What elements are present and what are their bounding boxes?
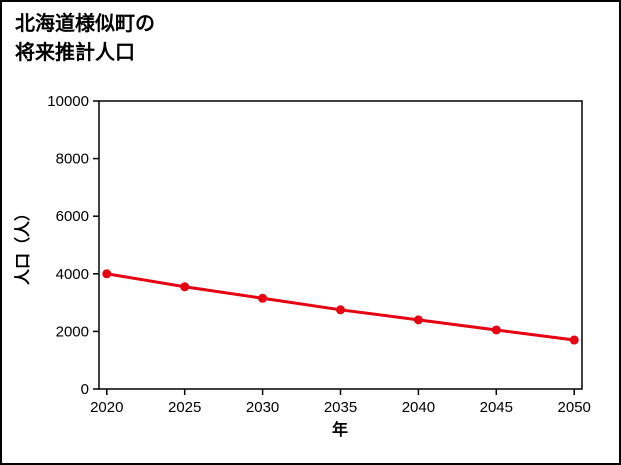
x-tick-label: 2040 [402, 399, 435, 416]
y-tick-label: 2000 [56, 323, 89, 340]
chart-title-line1: 北海道様似町の [15, 13, 155, 35]
y-tick-label: 0 [81, 381, 89, 398]
population-series [102, 269, 579, 345]
data-point [569, 335, 579, 345]
data-point [336, 305, 345, 315]
y-axis-label: 人口（人） [14, 205, 32, 285]
y-tick-label: 10000 [47, 93, 89, 110]
x-tick-label: 2030 [246, 399, 279, 416]
axis-ticks: 0 2000 4000 6000 8000 10000 2020 2025 2030 2035 20… [47, 93, 591, 416]
x-tick-label: 2025 [168, 399, 201, 416]
chart-title: 北海道様似町の 将来推計人口 [15, 10, 155, 68]
x-tick-label: 2035 [324, 399, 357, 416]
x-tick-label: 2020 [90, 399, 123, 416]
x-tick-label: 2050 [558, 399, 591, 416]
plot-area [98, 100, 583, 390]
y-tick-label: 6000 [56, 208, 89, 225]
x-tick-label: 2045 [480, 399, 513, 416]
y-tick-label: 4000 [56, 266, 89, 283]
data-point [491, 325, 501, 335]
data-point [258, 293, 268, 303]
chart-title-line2: 将来推計人口 [15, 42, 135, 64]
data-point [102, 269, 112, 279]
x-axis-label: 年 [332, 420, 348, 439]
y-tick-label: 8000 [56, 151, 89, 168]
data-point [180, 282, 190, 292]
data-point [413, 315, 423, 325]
